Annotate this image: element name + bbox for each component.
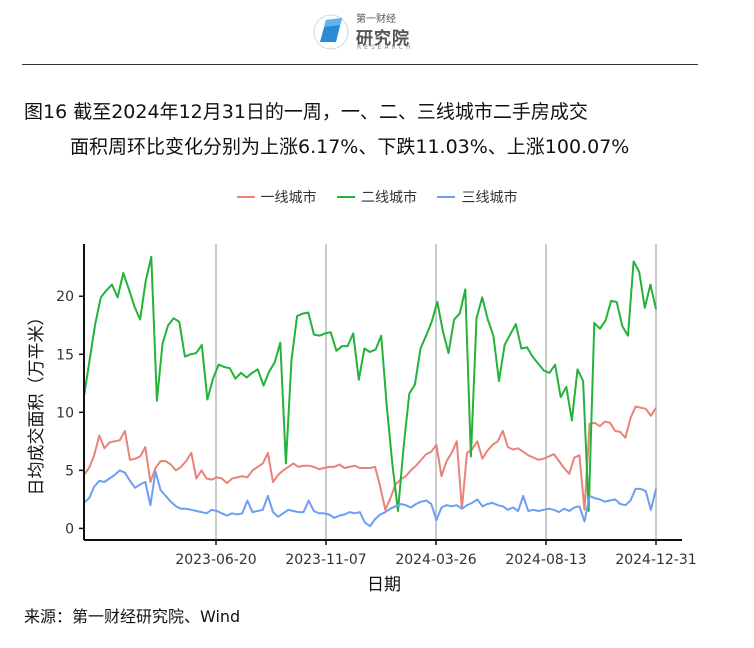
y-axis-label: 日均成交面积（万平米）: [27, 309, 47, 496]
series-lines: [83, 255, 657, 528]
y-tick-label: 0: [65, 521, 74, 537]
y-tick-label: 10: [56, 405, 74, 421]
legend-swatch-tier2: [337, 196, 355, 198]
series-line-3: [83, 469, 657, 528]
logo-sub-text: RESEARCH: [357, 44, 414, 51]
x-tick-label: 2024-12-31: [615, 552, 696, 568]
y-tick-label: 20: [56, 289, 74, 305]
legend-item-tier1: 一线城市: [236, 187, 317, 207]
legend-label-tier1: 一线城市: [260, 190, 317, 206]
legend-swatch-tier1: [236, 196, 255, 198]
legend-item-tier2: 二线城市: [337, 187, 417, 207]
legend-item-tier3: 三线城市: [437, 187, 517, 207]
x-tick-label: 2024-03-26: [395, 552, 476, 568]
logo-main-text: 研究院: [356, 29, 410, 49]
x-tick-label: 2024-08-13: [505, 552, 586, 568]
legend-label-tier3: 三线城市: [461, 190, 518, 206]
figure-title-line-2: 面积周环比变化分别为上涨6.17%、下跌11.03%、上涨100.07%: [70, 136, 630, 158]
x-axis-label: 日期: [367, 575, 401, 595]
research-logo: [313, 14, 349, 50]
logo-small-text: 第一财经: [356, 14, 396, 25]
legend-label-tier2: 二线城市: [361, 190, 417, 206]
series-line-2: [83, 255, 657, 512]
source-note: 来源：第一财经研究院、Wind: [24, 607, 241, 626]
figure-title-line-1: 图16 截至2024年12月31日的一周，一、二、三线城市二手房成交: [24, 101, 588, 123]
y-tick-label: 15: [56, 347, 74, 363]
x-tick-label: 2023-06-20: [175, 552, 256, 568]
header-divider: [22, 64, 698, 65]
legend-swatch-tier3: [437, 196, 456, 198]
series-line-1: [83, 405, 657, 511]
y-tick-label: 5: [65, 463, 74, 479]
chart-legend: 一线城市 二线城市 三线城市: [0, 186, 754, 207]
x-tick-label: 2023-11-07: [285, 552, 366, 568]
axes: 0 5 10 15 20 2023-06-20 2023-11-07 2024-03-26 20…: [56, 244, 697, 568]
